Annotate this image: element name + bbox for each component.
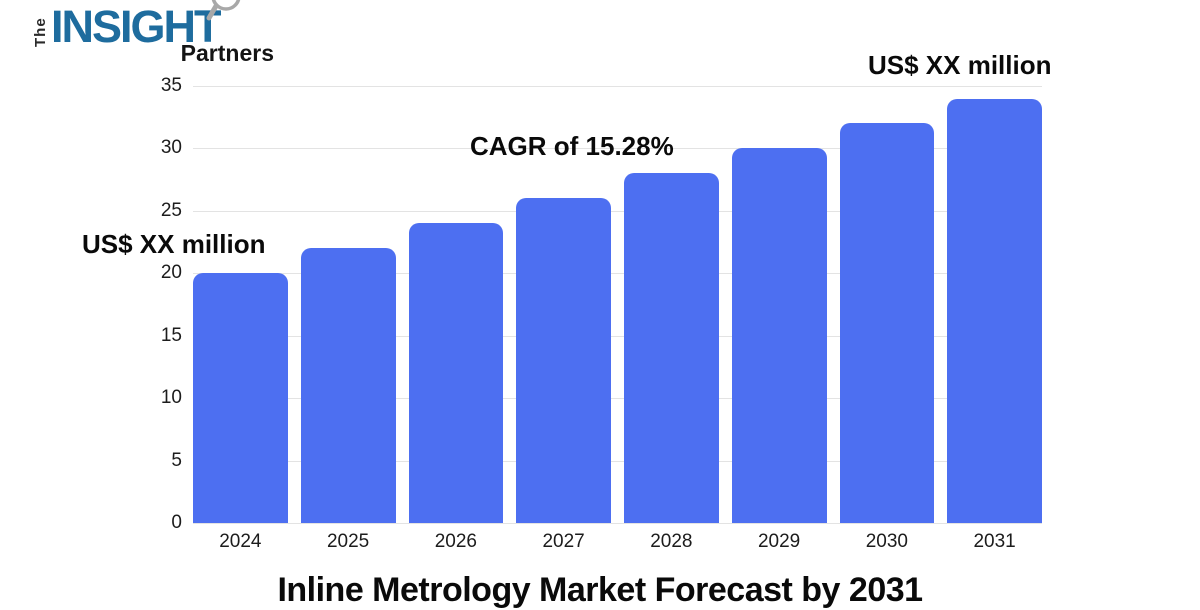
bar-series (193, 86, 1042, 523)
y-tick-label-10: 10 (160, 387, 182, 409)
annotation-cagr: CAGR of 15.28% (470, 131, 674, 161)
bar-2029 (731, 148, 827, 523)
x-tick-label-2030: 2030 (865, 531, 909, 552)
x-axis: 2024 2025 2026 2027 2028 2029 2030 2031 (193, 531, 1042, 553)
bar-2025 (300, 248, 396, 523)
x-tick-label-2031: 2031 (973, 531, 1016, 552)
gridline-15 (193, 335, 1042, 337)
y-tick-label-35: 35 (160, 75, 182, 96)
x-tick-label-2025: 2025 (326, 531, 370, 552)
logo-partners-text: Partners (180, 40, 274, 66)
gridline-0 (193, 523, 1042, 524)
bar-2031 (947, 98, 1042, 523)
bar-2024 (193, 273, 288, 523)
y-axis: 0 5 10 15 20 25 30 35 (100, 75, 182, 533)
y-tick-label-0: 0 (171, 512, 182, 533)
plot-area (193, 86, 1042, 524)
y-tick-label-15: 15 (160, 324, 182, 346)
y-tick-label-5: 5 (171, 449, 182, 471)
gridline-25 (193, 210, 1042, 212)
bar-2026 (408, 223, 504, 523)
x-tick-label-2024: 2024 (219, 531, 262, 552)
logo-row: The INSIGHT (32, 0, 278, 52)
gridline-20 (193, 273, 1042, 275)
magnifier-icon (204, 0, 242, 33)
insight-partners-logo: The INSIGHT Partners (32, 0, 278, 67)
x-tick-label-2027: 2027 (542, 531, 585, 552)
bar-2028 (624, 173, 719, 523)
annotation-value-right: US$ XX million (868, 50, 1052, 80)
bar-2027 (516, 198, 611, 523)
chart-title: Inline Metrology Market Forecast by 2031 (277, 571, 923, 609)
x-tick-label-2029: 2029 (757, 531, 801, 552)
logo-insight-text: INSIGHT (51, 0, 222, 52)
x-tick-label-2028: 2028 (650, 531, 693, 552)
gridline-5 (193, 460, 1042, 462)
y-tick-label-30: 30 (160, 137, 182, 159)
x-tick-label-2026: 2026 (434, 531, 478, 552)
gridline-35 (193, 86, 1042, 87)
y-tick-label-25: 25 (160, 199, 182, 221)
y-tick-label-20: 20 (160, 262, 182, 284)
gridline-10 (193, 398, 1042, 400)
annotation-value-left: US$ XX million (82, 229, 266, 259)
gridline-30 (193, 148, 1042, 150)
bar-2030 (839, 123, 935, 523)
logo-the-text: The (32, 17, 49, 47)
